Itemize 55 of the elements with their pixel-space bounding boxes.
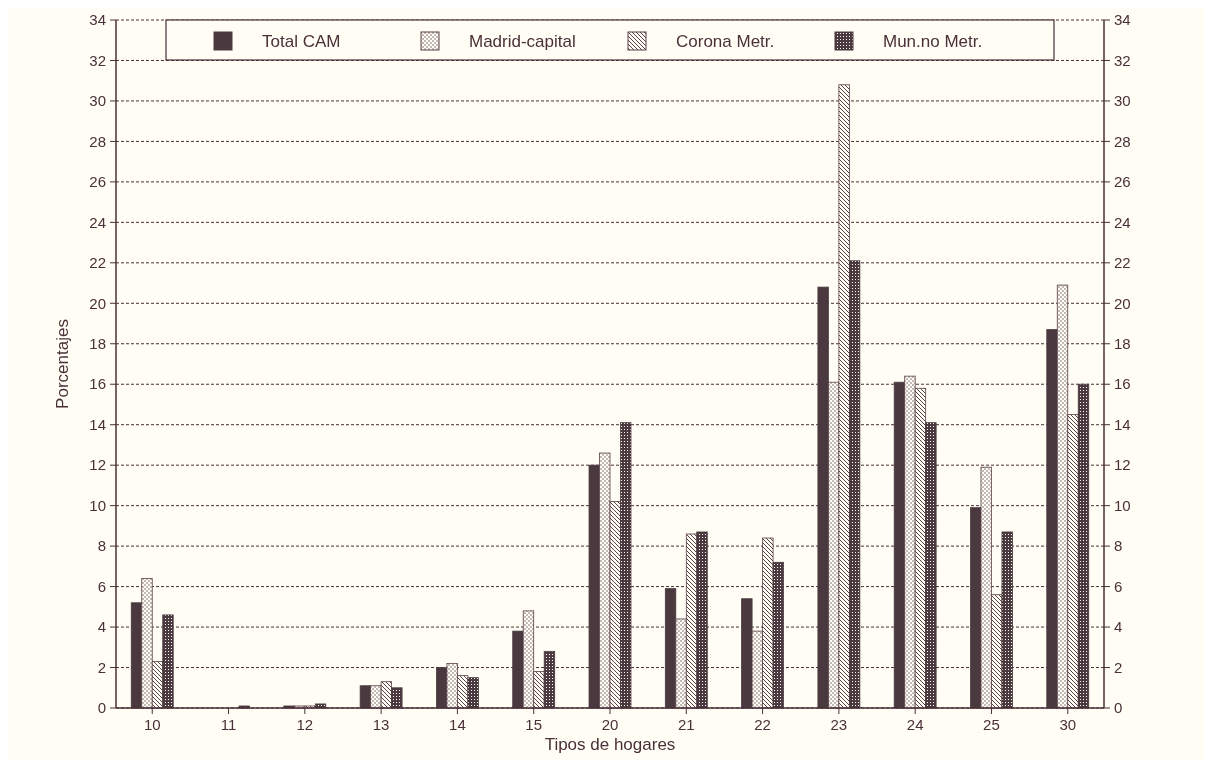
x-tick-label: 23	[830, 716, 848, 733]
x-tick-label: 24	[906, 716, 924, 733]
y-tick-label: 14	[89, 415, 106, 433]
y2-tick-label: 12	[1114, 456, 1131, 474]
y2-tick-label: 22	[1114, 254, 1131, 272]
y2-tick-label: 28	[1114, 132, 1131, 150]
y-tick-label: 0	[97, 699, 106, 717]
y-axis-title: Porcentajes	[53, 319, 72, 409]
x-axis-title: Tipos de hogares	[544, 735, 676, 754]
y2-tick-label: 34	[1114, 11, 1131, 29]
legend-label: Mun.no Metr.	[883, 31, 983, 51]
y-tick-label: 20	[89, 294, 106, 312]
y2-tick-label: 16	[1114, 375, 1131, 393]
x-tick-label: 12	[296, 716, 314, 733]
x-tick-label: 20	[601, 716, 619, 733]
y2-tick-label: 26	[1114, 173, 1131, 191]
legend-label: Total CAM	[262, 31, 341, 51]
y2-tick-label: 24	[1114, 213, 1131, 231]
legend-label: Madrid-capital	[469, 31, 576, 51]
y2-tick-label: 8	[1114, 537, 1123, 555]
y-tick-label: 12	[89, 456, 106, 474]
x-tick-label: 25	[983, 716, 1000, 733]
y-tick-label: 6	[97, 577, 106, 595]
y-tick-label: 4	[97, 618, 106, 636]
y-tick-label: 34	[89, 11, 106, 29]
x-tick-label: 10	[143, 716, 161, 733]
y2-tick-label: 2	[1114, 658, 1123, 676]
x-tick-label: 11	[220, 716, 237, 733]
x-tick-label: 22	[754, 716, 771, 733]
y-tick-label: 32	[89, 51, 106, 69]
y2-tick-label: 14	[1114, 415, 1131, 433]
y-tick-label: 24	[89, 213, 106, 231]
legend-label: Corona Metr.	[676, 31, 775, 51]
y2-tick-label: 30	[1114, 92, 1131, 110]
y2-tick-label: 0	[1114, 699, 1123, 717]
y2-tick-label: 4	[1114, 618, 1123, 636]
y2-tick-label: 10	[1114, 496, 1131, 514]
y-tick-label: 22	[89, 254, 106, 272]
y2-tick-label: 32	[1114, 51, 1131, 69]
y2-tick-label: 20	[1114, 294, 1131, 312]
y-tick-label: 2	[97, 658, 106, 676]
x-tick-label: 21	[677, 716, 695, 733]
y-tick-label: 18	[89, 335, 106, 353]
y-tick-label: 8	[97, 537, 106, 555]
x-tick-label: 30	[1059, 716, 1077, 733]
y-tick-label: 16	[89, 375, 106, 393]
x-tick-label: 15	[525, 716, 543, 733]
y-tick-label: 10	[89, 496, 106, 514]
y-tick-label: 30	[89, 92, 106, 110]
y2-tick-label: 6	[1114, 577, 1123, 595]
y2-tick-label: 18	[1114, 335, 1131, 353]
y-tick-label: 26	[89, 173, 106, 191]
x-tick-label: 13	[372, 716, 390, 733]
x-tick-label: 14	[449, 716, 466, 733]
y-tick-label: 28	[89, 132, 106, 150]
